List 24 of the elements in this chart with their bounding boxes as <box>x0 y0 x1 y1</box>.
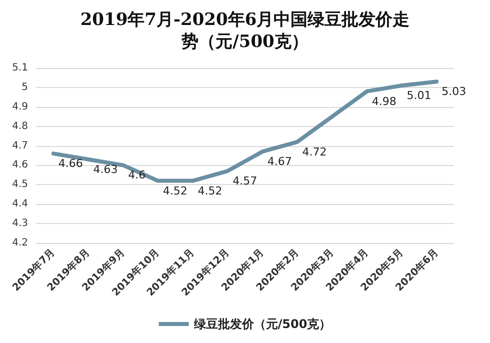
y-tick-label: 5 <box>22 82 28 93</box>
data-label: 4.6 <box>128 168 146 182</box>
y-tick-label: 4.3 <box>12 218 28 230</box>
y-tick-label: 4.9 <box>12 101 28 112</box>
data-label: 4.52 <box>198 184 222 198</box>
y-tick-label: 4.7 <box>12 140 28 152</box>
y-tick-label: 4.4 <box>12 198 28 210</box>
chart-title: 2019年7月-2020年6月中国绿豆批发价走势（元/500克） <box>80 10 410 52</box>
data-label: 4.67 <box>267 155 292 168</box>
data-label: 5.01 <box>406 89 432 102</box>
data-label: 5.03 <box>442 85 466 98</box>
data-label: 4.63 <box>93 162 118 176</box>
data-label: 4.98 <box>372 94 396 108</box>
y-tick-label: 4.8 <box>12 120 28 132</box>
line-series <box>51 80 439 183</box>
y-tick-label: 4.6 <box>12 160 28 171</box>
y-tick-label: 4.5 <box>12 179 28 190</box>
legend-label: 绿豆批发价（元/500克） <box>192 317 332 331</box>
data-label: 4.72 <box>302 145 327 158</box>
y-tick-label: 5.1 <box>12 62 28 74</box>
data-label: 4.57 <box>232 174 258 188</box>
data-label: 4.66 <box>58 157 83 170</box>
data-label: 4.52 <box>162 184 188 198</box>
y-tick-label: 4.2 <box>12 238 28 248</box>
